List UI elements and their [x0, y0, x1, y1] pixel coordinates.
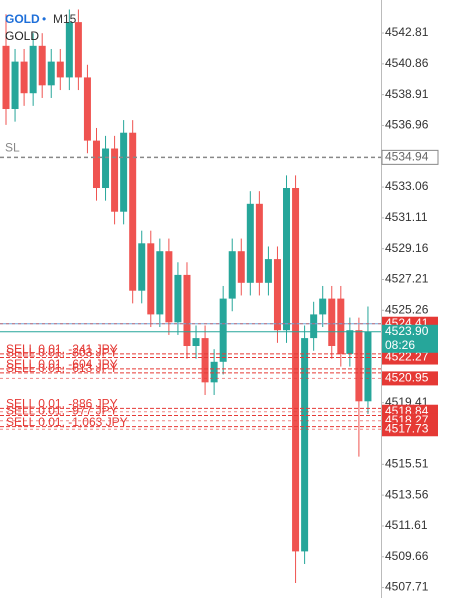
candle-body	[219, 298, 227, 362]
candle-body	[346, 330, 354, 354]
y-tick-label: 4507.71	[385, 580, 429, 594]
y-tick-label: 4533.06	[385, 179, 429, 193]
candle-body	[228, 251, 236, 299]
candle-body	[246, 203, 254, 283]
order-label: SELL 0.01, -886 JPY	[6, 397, 118, 411]
candle-body	[138, 243, 146, 291]
bar-timer: 08:26	[385, 338, 415, 352]
candle-body	[264, 259, 272, 283]
candle-body	[174, 274, 182, 323]
candle-body	[183, 274, 191, 347]
candle-body	[364, 331, 372, 402]
candle-body	[65, 22, 73, 78]
candle-body	[355, 330, 363, 402]
candle-body	[120, 132, 128, 212]
candle-body	[273, 259, 281, 331]
order-label: SELL 0.01, -303 JPY	[6, 346, 118, 360]
y-tick-label: 4542.81	[385, 25, 429, 39]
order-label: SELL 0.01, -604 JPY	[6, 357, 118, 371]
timeframe: M15	[53, 12, 77, 26]
candle-body	[38, 45, 46, 86]
y-tick-label: 4525.26	[385, 302, 429, 316]
separator: •	[42, 12, 46, 26]
order-label: SELL 0.01, -613 JPY	[6, 361, 118, 375]
candle-body	[47, 61, 55, 86]
candle-body	[29, 45, 37, 94]
order-label: SELL 0.01, -977 JPY	[6, 404, 118, 418]
plot: 4542.81 4540.86 4538.91 4536.96 4533.06 4531.…	[2, 9, 429, 594]
candle-body	[310, 314, 318, 339]
price-tag-label: 4522.27	[385, 350, 429, 364]
bid-price: 4523.90	[385, 324, 429, 338]
y-tick-label: 4536.96	[385, 118, 429, 132]
y-tick-label: 4540.86	[385, 56, 429, 70]
candle-body	[156, 251, 164, 315]
y-tick-label: 4529.16	[385, 241, 429, 255]
order-label: SELL 0.01, -241 JPY	[6, 342, 118, 356]
candle-body	[192, 338, 200, 347]
stop-loss-label: SL	[5, 141, 20, 155]
candle-body	[129, 132, 137, 291]
candle-body	[147, 243, 155, 315]
candle-body	[56, 61, 64, 78]
y-tick-label: 4513.56	[385, 487, 429, 501]
candle-body	[20, 61, 28, 94]
candle-body	[102, 148, 110, 189]
stop-loss-price: 4534.94	[385, 150, 429, 164]
price-tag	[382, 422, 438, 437]
candle-body	[83, 77, 91, 141]
y-tick-label: 4531.11	[385, 210, 428, 224]
candle-body	[201, 338, 209, 383]
y-tick-label: 4511.61	[385, 518, 428, 532]
price-tag	[382, 371, 438, 386]
order-label: SELL 0.01, -1,063 JPY	[6, 415, 128, 429]
candle-body	[337, 298, 345, 354]
candle-body	[92, 140, 100, 189]
candle-body	[2, 45, 10, 110]
symbol-description: GOLD	[5, 29, 39, 43]
candle-body	[301, 338, 309, 552]
candle-body	[292, 188, 300, 552]
stop-loss-tag	[381, 149, 439, 165]
price-tag-label: 4520.95	[385, 371, 429, 385]
y-tick-label: 4509.66	[385, 549, 429, 563]
candle-body	[11, 61, 19, 110]
candle-body	[74, 22, 82, 78]
overlay: GOLD • M15 GOLD SL 4534.94 SELL 0.01, -241…	[0, 12, 439, 437]
price-tag-label: 4517.73	[385, 421, 429, 435]
candle-body	[111, 148, 119, 212]
candle-body	[237, 251, 245, 283]
y-tick-label: 4538.91	[385, 87, 429, 101]
price-tag	[382, 350, 438, 365]
candle-body	[255, 203, 263, 283]
symbol: GOLD	[5, 12, 40, 26]
bid-tag	[382, 324, 438, 353]
y-tick-label: 4515.51	[385, 457, 429, 471]
candle-body	[319, 298, 327, 315]
candle-body	[165, 251, 173, 323]
candle-body	[210, 361, 218, 383]
candle-body	[283, 188, 291, 331]
y-tick-label: 4527.21	[385, 272, 429, 286]
candle-body	[328, 298, 336, 347]
